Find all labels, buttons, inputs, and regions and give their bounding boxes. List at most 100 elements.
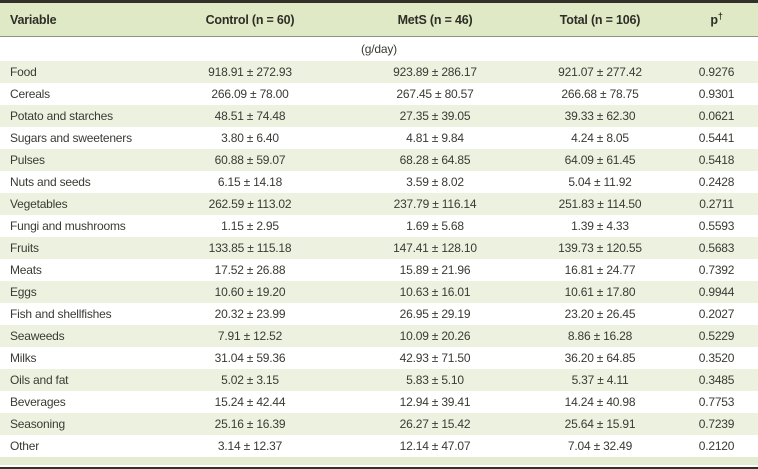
cell-variable: Fruits (10, 241, 39, 255)
cell-total: 36.20 ± 64.85 (564, 351, 636, 365)
cell-control: 5.02 ± 3.15 (221, 373, 279, 387)
header-row: Variable Control (n = 60) MetS (n = 46) … (0, 3, 758, 37)
cell-p-value: 0.2120 (698, 439, 735, 453)
cell-variable: Eggs (10, 285, 37, 299)
table-body: (g/day) Food 918.91 ± 272.93 923.89 ± 28… (0, 36, 758, 457)
cell-total: 921.07 ± 277.42 (558, 65, 642, 79)
p-label: p (710, 12, 718, 27)
cell-mets: 4.81 ± 9.84 (406, 131, 464, 145)
cell-variable: Fungi and mushrooms (10, 219, 126, 233)
cell-variable: Other (10, 439, 40, 453)
cell-control: 1.15 ± 2.95 (221, 219, 279, 233)
table-row: Nuts and seeds 6.15 ± 14.18 3.59 ± 8.02 … (0, 171, 758, 193)
cell-total: 10.61 ± 17.80 (564, 285, 636, 299)
cell-variable: Nuts and seeds (10, 175, 91, 189)
cell-mets: 26.27 ± 15.42 (399, 417, 471, 431)
cell-variable: Vegetables (10, 197, 68, 211)
cell-control: 17.52 ± 26.88 (214, 263, 286, 277)
cell-control: 7.91 ± 12.52 (217, 329, 283, 343)
cell-variable: Seasoning (10, 417, 65, 431)
cell-variable: Food (10, 65, 37, 79)
table-row: Potato and starches 48.51 ± 74.48 27.35 … (0, 105, 758, 127)
table-row: Pulses 60.88 ± 59.07 68.28 ± 64.85 64.09… (0, 149, 758, 171)
cell-variable: Meats (10, 263, 42, 277)
unit-row: (g/day) (0, 36, 758, 61)
cell-control: 48.51 ± 74.48 (214, 109, 286, 123)
cell-control: 6.15 ± 14.18 (217, 175, 283, 189)
cell-mets: 12.94 ± 39.41 (399, 395, 471, 409)
cell-variable: Milks (10, 351, 37, 365)
cell-p-value: 0.3520 (698, 351, 735, 365)
cell-control: 25.16 ± 16.39 (214, 417, 286, 431)
cell-total: 25.64 ± 15.91 (564, 417, 636, 431)
cell-variable: Potato and starches (10, 109, 113, 123)
cell-variable: Fish and shellfishes (10, 307, 112, 321)
cell-mets: 10.63 ± 16.01 (399, 285, 471, 299)
cell-mets: 5.83 ± 5.10 (406, 373, 464, 387)
col-header-variable: Variable (0, 3, 155, 37)
table-row: Food 918.91 ± 272.93 923.89 ± 286.17 921… (0, 61, 758, 83)
cell-p-value: 0.3485 (698, 373, 735, 387)
cell-total: 4.24 ± 8.05 (571, 131, 629, 145)
cell-control: 10.60 ± 19.20 (214, 285, 286, 299)
cell-p-value: 0.2711 (699, 197, 734, 211)
cell-mets: 267.45 ± 80.57 (396, 87, 474, 101)
cell-total: 64.09 ± 61.45 (564, 153, 636, 167)
cell-mets: 923.89 ± 286.17 (393, 65, 477, 79)
cell-control: 3.14 ± 12.37 (217, 439, 283, 453)
cell-total: 139.73 ± 120.55 (558, 241, 642, 255)
cell-p-value: 0.0621 (698, 109, 735, 123)
cell-control: 20.32 ± 23.99 (214, 307, 286, 321)
cell-total: 39.33 ± 62.30 (564, 109, 636, 123)
cell-mets: 1.69 ± 5.68 (406, 219, 464, 233)
table-row: Fruits 133.85 ± 115.18 147.41 ± 128.10 1… (0, 237, 758, 259)
cell-control: 3.80 ± 6.40 (221, 131, 279, 145)
cell-p-value: 0.5229 (698, 329, 735, 343)
cell-mets: 42.93 ± 71.50 (399, 351, 471, 365)
cell-control: 15.24 ± 42.44 (214, 395, 286, 409)
cell-variable: Beverages (10, 395, 66, 409)
cell-p-value: 0.5593 (698, 219, 735, 233)
cell-mets: 237.79 ± 116.14 (393, 197, 477, 211)
cell-mets: 27.35 ± 39.05 (399, 109, 471, 123)
cell-p-value: 0.5441 (698, 131, 735, 145)
table-row: Vegetables 262.59 ± 113.02 237.79 ± 116.… (0, 193, 758, 215)
cell-variable: Oils and fat (10, 373, 69, 387)
table-row: Seaweeds 7.91 ± 12.52 10.09 ± 20.26 8.86… (0, 325, 758, 347)
table-row: Meats 17.52 ± 26.88 15.89 ± 21.96 16.81 … (0, 259, 758, 281)
bottom-strip (0, 457, 758, 465)
cell-variable: Seaweeds (10, 329, 65, 343)
cell-mets: 26.95 ± 29.19 (399, 307, 471, 321)
cell-p-value: 0.5683 (698, 241, 735, 255)
cell-variable: Cereals (10, 87, 50, 101)
table-header: Variable Control (n = 60) MetS (n = 46) … (0, 3, 758, 37)
data-table: Variable Control (n = 60) MetS (n = 46) … (0, 3, 758, 457)
table-row: Milks 31.04 ± 59.36 42.93 ± 71.50 36.20 … (0, 347, 758, 369)
cell-control: 133.85 ± 115.18 (208, 241, 292, 255)
table-row: Sugars and sweeteners 3.80 ± 6.40 4.81 ±… (0, 127, 758, 149)
cell-control: 266.09 ± 78.00 (211, 87, 289, 101)
cell-p-value: 0.9944 (698, 285, 735, 299)
cell-total: 23.20 ± 26.45 (564, 307, 636, 321)
cell-variable: Sugars and sweeteners (10, 131, 132, 145)
cell-variable: Pulses (10, 153, 45, 167)
cell-p-value: 0.7392 (698, 263, 735, 277)
cell-mets: 10.09 ± 20.26 (399, 329, 471, 343)
cell-control: 31.04 ± 59.36 (214, 351, 286, 365)
cell-p-value: 0.5418 (698, 153, 735, 167)
cell-mets: 147.41 ± 128.10 (393, 241, 477, 255)
table-row: Oils and fat 5.02 ± 3.15 5.83 ± 5.10 5.3… (0, 369, 758, 391)
col-header-control: Control (n = 60) (155, 3, 345, 37)
unit-label: (g/day) (0, 36, 758, 61)
table-row: Seasoning 25.16 ± 16.39 26.27 ± 15.42 25… (0, 413, 758, 435)
col-header-mets: MetS (n = 46) (345, 3, 525, 37)
table-row: Other 3.14 ± 12.37 12.14 ± 47.07 7.04 ± … (0, 435, 758, 457)
cell-p-value: 0.7239 (698, 417, 735, 431)
cell-total: 5.04 ± 11.92 (568, 175, 632, 189)
cell-control: 918.91 ± 272.93 (208, 65, 292, 79)
cell-p-value: 0.2027 (698, 307, 735, 321)
cell-mets: 3.59 ± 8.02 (406, 175, 464, 189)
cell-p-value: 0.9301 (698, 87, 735, 101)
table-row: Fish and shellfishes 20.32 ± 23.99 26.95… (0, 303, 758, 325)
